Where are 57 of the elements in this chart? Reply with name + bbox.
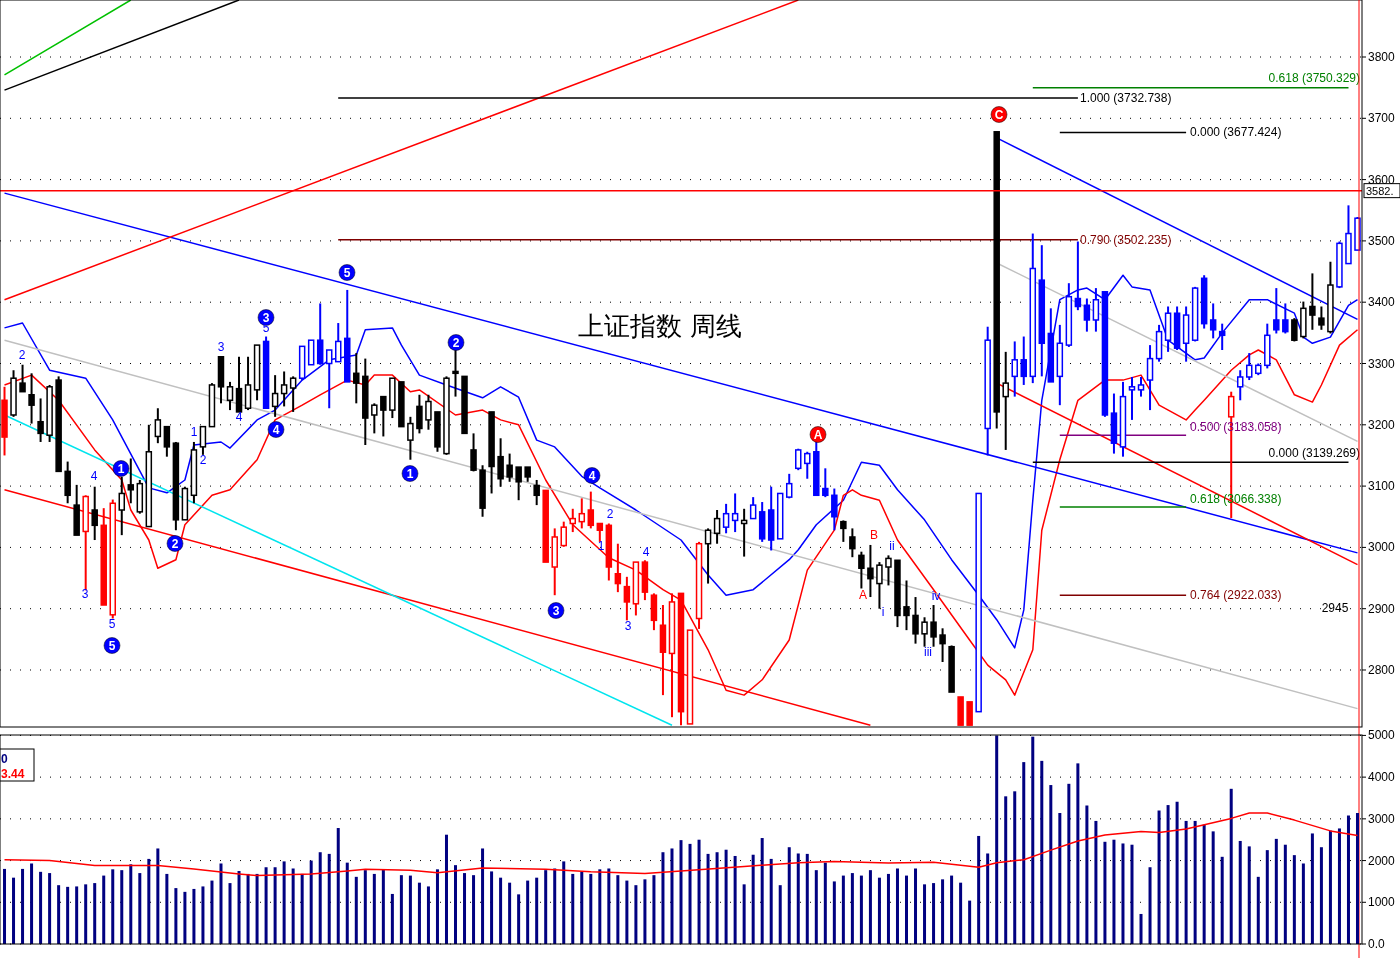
annotation: 1 xyxy=(406,467,414,481)
annotation: 5 xyxy=(343,266,351,280)
annotation: 4 xyxy=(90,469,98,483)
annotation: iv xyxy=(931,589,941,603)
annotation: 3.44 xyxy=(1,767,25,781)
text: 上证指数 周线 xyxy=(577,311,743,341)
y-tick-label: 1000 xyxy=(1368,895,1396,910)
annotation: 3 xyxy=(217,340,225,354)
annotation: 3 xyxy=(552,604,560,618)
annotation: 0.764 (2922.033) xyxy=(1190,588,1282,602)
annotation: 4 xyxy=(272,423,280,437)
annotation: 1 xyxy=(117,462,125,476)
y-tick-label: 3100 xyxy=(1368,479,1396,494)
annotation: 0 xyxy=(1,752,8,766)
y-tick-label: 5000 xyxy=(1368,728,1396,743)
y-tick-label: 3500 xyxy=(1368,233,1396,248)
annotation: 4 xyxy=(588,469,596,483)
ref-line-label: 3582. xyxy=(1366,184,1394,197)
y-tick-label: 3800 xyxy=(1368,50,1396,65)
y-tick-label: 4000 xyxy=(1368,770,1396,785)
annotation: A xyxy=(813,428,823,442)
annotation: 4 xyxy=(235,410,243,424)
annotation: B xyxy=(869,528,879,542)
y-tick-label: 3000 xyxy=(1368,811,1396,826)
y-tick-label: 2800 xyxy=(1368,662,1396,677)
annotation: 2 xyxy=(452,336,460,350)
y-tick-label: 3400 xyxy=(1368,295,1396,310)
y-tick-label: 3200 xyxy=(1368,417,1396,432)
annotation: 2 xyxy=(199,453,207,467)
y-tick-label: 3600 xyxy=(1368,172,1396,187)
y-tick-label: 3300 xyxy=(1368,356,1396,371)
annotation: 2 xyxy=(606,507,614,521)
annotation: 3 xyxy=(81,587,89,601)
annotation: iii xyxy=(924,645,932,659)
annotation: 2 xyxy=(18,348,26,362)
annotation: 0.000 (3677.424) xyxy=(1190,125,1282,139)
annotation: ii xyxy=(889,539,895,553)
y-tick-label: 2900 xyxy=(1368,601,1396,616)
annotation: i xyxy=(881,605,885,619)
annotation: 1 xyxy=(597,539,605,553)
annotation: C xyxy=(994,108,1004,122)
annotation: 0.618 (3750.329) xyxy=(1268,71,1360,85)
annotation: 2 xyxy=(171,537,179,551)
y-tick-label: 0.0 xyxy=(1368,937,1386,951)
annotation: A xyxy=(858,588,868,602)
y-tick-label: 2000 xyxy=(1368,853,1396,868)
y-tick-label: 3000 xyxy=(1368,540,1396,555)
annotation: 2945 xyxy=(1321,601,1349,615)
annotation: 1.000 (3732.738) xyxy=(1080,91,1172,105)
y-tick-label: 3700 xyxy=(1368,111,1396,126)
annotation: 1 xyxy=(190,425,198,439)
annotation: 0.000 (3139.269) xyxy=(1268,446,1360,460)
annotation: 5 xyxy=(108,617,116,631)
annotation: 4 xyxy=(642,545,650,559)
annotation: 0.790 (3502.235) xyxy=(1080,233,1172,247)
annotation: 5 xyxy=(108,639,116,653)
annotation: 3 xyxy=(624,619,632,633)
